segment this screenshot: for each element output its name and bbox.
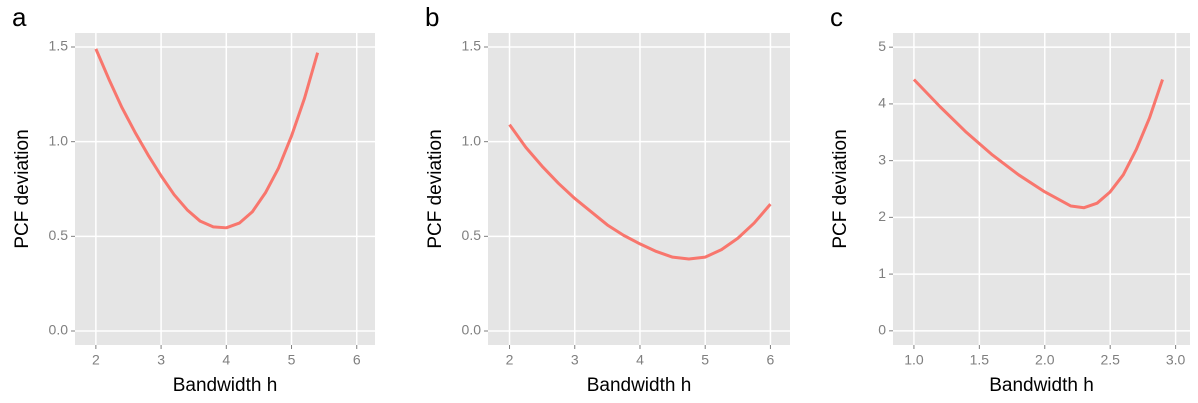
- x-tick-label: 6: [767, 352, 775, 368]
- x-tick-label: 2: [92, 352, 100, 368]
- panel-label: c: [830, 2, 843, 32]
- x-tick-label: 3.0: [1166, 352, 1186, 368]
- y-axis-label: PCF deviation: [830, 129, 851, 248]
- data-line: [94, 48, 320, 230]
- data-line: [912, 78, 1164, 210]
- y-axis-label: PCF deviation: [425, 129, 446, 248]
- y-tick-label: 3: [878, 151, 886, 167]
- x-tick-label: 2.0: [1035, 352, 1055, 368]
- plot-panel: [488, 33, 790, 345]
- data-line: [508, 123, 772, 261]
- y-tick-label: 0.5: [49, 227, 69, 243]
- plot-panel: [75, 33, 375, 345]
- x-tick-label: 6: [353, 352, 361, 368]
- x-tick-label: 5: [288, 352, 296, 368]
- y-tick-label: 1.0: [462, 132, 482, 148]
- x-tick-label: 2.5: [1100, 352, 1120, 368]
- y-tick-label: 4: [878, 95, 886, 111]
- x-tick-label: 4: [222, 352, 230, 368]
- panel-label: b: [425, 2, 439, 32]
- x-tick-label: 2: [506, 352, 514, 368]
- panel-label: a: [12, 2, 27, 32]
- y-tick-label: 0.5: [462, 227, 482, 243]
- x-axis-label: Bandwidth h: [989, 375, 1094, 396]
- y-tick-label: 1.5: [462, 38, 482, 54]
- y-tick-label: 1.5: [49, 38, 69, 54]
- y-tick-label: 2: [878, 208, 886, 224]
- y-tick-label: 0: [878, 322, 886, 338]
- y-tick-label: 0.0: [49, 322, 69, 338]
- x-tick-label: 4: [636, 352, 644, 368]
- y-tick-label: 5: [878, 38, 886, 54]
- y-axis-label: PCF deviation: [12, 129, 33, 248]
- x-tick-label: 3: [157, 352, 165, 368]
- y-tick-label: 1: [878, 265, 886, 281]
- x-tick-label: 1.0: [904, 352, 924, 368]
- x-tick-label: 3: [571, 352, 579, 368]
- x-axis-label: Bandwidth h: [173, 375, 278, 396]
- y-tick-label: 0.0: [462, 322, 482, 338]
- x-tick-label: 5: [701, 352, 709, 368]
- x-tick-label: 1.5: [970, 352, 990, 368]
- x-axis-label: Bandwidth h: [587, 375, 692, 396]
- y-tick-label: 1.0: [49, 132, 69, 148]
